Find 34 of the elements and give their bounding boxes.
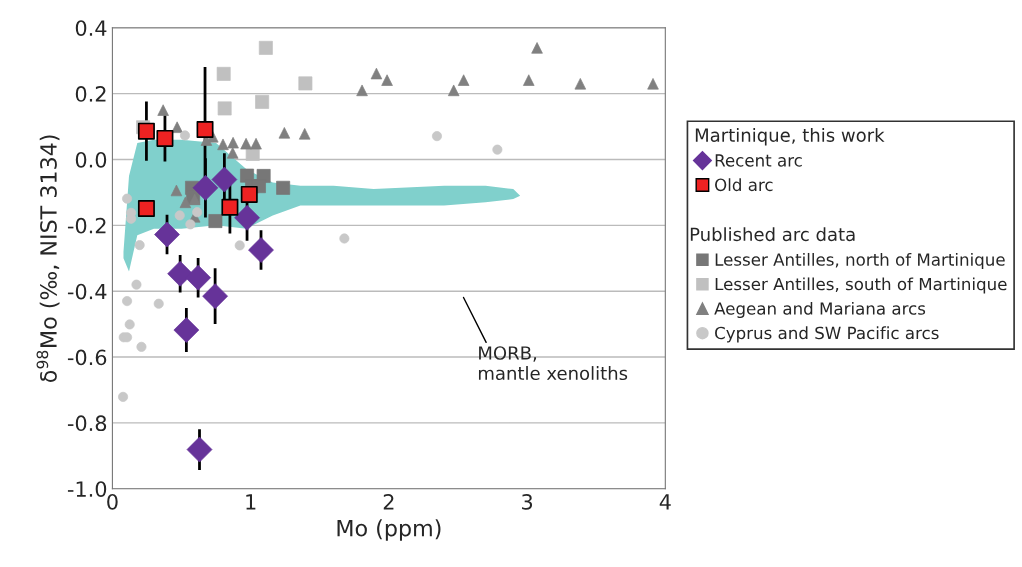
- point: [137, 200, 155, 218]
- x-tick-label: 0: [107, 493, 118, 510]
- point: [457, 74, 470, 86]
- x-tick-label: 1: [246, 494, 256, 510]
- x-tick-label: 4: [659, 494, 671, 510]
- y-tick-label: -1.0: [67, 481, 107, 497]
- y-tick-label: -0.4: [67, 283, 107, 300]
- y-tick-label: -0.8: [67, 415, 107, 432]
- point: [202, 283, 228, 309]
- y-tick-label: 0.2: [75, 86, 106, 102]
- legend-label: Cyprus and SW Pacific arcs: [715, 326, 939, 343]
- point: [196, 121, 214, 139]
- point: [221, 198, 239, 216]
- legend-label: Lesser Antilles, south of Martinique: [715, 277, 1007, 294]
- y-axis-title: δ$^{98}$Mo (‰, NIST 3134): [36, 135, 60, 383]
- y-tick-label: 0.0: [75, 151, 107, 168]
- legend-label: Lesser Antilles, north of Martinique: [715, 252, 1005, 270]
- point: [156, 129, 174, 147]
- y-tick-label: -0.2: [67, 217, 106, 234]
- x-axis-title: Mo (ppm): [337, 519, 441, 541]
- point: [523, 74, 535, 86]
- legend-label: Old arc: [715, 178, 773, 192]
- legend-title: Martinique, this work: [695, 127, 885, 146]
- point: [137, 122, 155, 140]
- legend-label: Recent arc: [715, 154, 802, 167]
- text: Published arc data: [690, 227, 855, 242]
- point: [211, 166, 238, 193]
- y-tick-label: 0.4: [75, 20, 107, 36]
- y-tick-label: -0.6: [67, 349, 107, 366]
- annotation: MORB, mantle xenoliths: [478, 346, 628, 381]
- legend-label: Aegean and Mariana arcs: [714, 301, 926, 319]
- x-tick-label: 3: [522, 493, 533, 510]
- point: [240, 185, 258, 203]
- x-tick-label: 2: [383, 493, 394, 510]
